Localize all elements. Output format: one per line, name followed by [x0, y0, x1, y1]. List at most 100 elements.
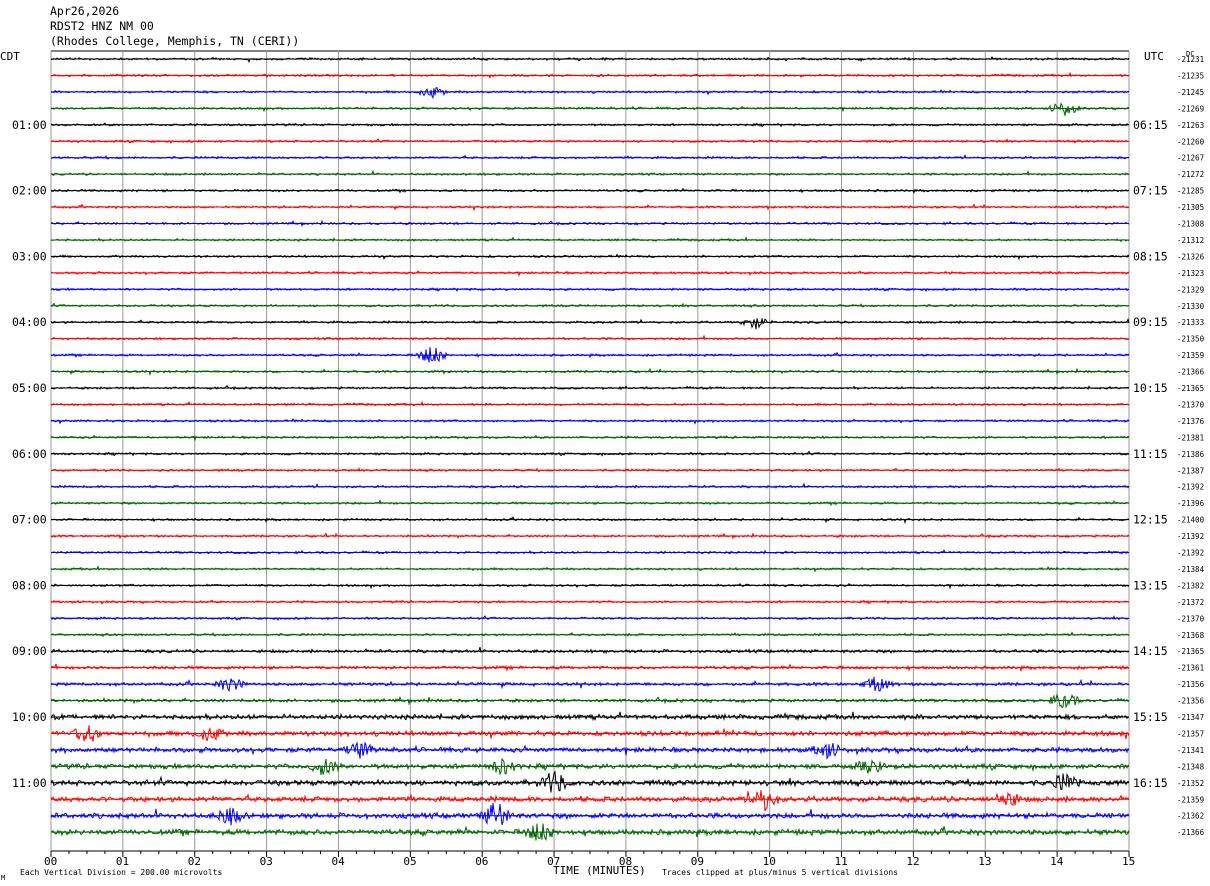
dc-offset-label: -21285 — [1177, 187, 1204, 196]
dc-offset-label: -21376 — [1177, 417, 1205, 426]
dc-offset-label: -21245 — [1177, 88, 1204, 97]
x-tick-label: 05 — [403, 855, 416, 868]
left-axis-label: CDT — [0, 50, 20, 63]
dc-offset-label: -21333 — [1177, 318, 1204, 327]
trace-row — [50, 154, 1130, 160]
dc-offset-label: -21352 — [1177, 779, 1204, 788]
dc-offset-label: -21381 — [1177, 433, 1204, 442]
dc-offset-label: -21341 — [1177, 746, 1204, 755]
scale-note: Each Vertical Division = 200.00 microvol… — [20, 868, 222, 877]
trace-row — [50, 482, 1130, 489]
x-tick-label: 01 — [116, 855, 129, 868]
clip-note: Traces clipped at plus/minus 5 vertical … — [662, 868, 898, 877]
dc-offset-label: -21305 — [1177, 203, 1204, 212]
dc-offset-label: -21382 — [1177, 581, 1204, 590]
dc-offset-label: -21260 — [1177, 137, 1205, 146]
trace-row — [50, 803, 1130, 826]
left-hour-label: 07:00 — [12, 513, 47, 527]
x-tick-label: 10 — [763, 855, 776, 868]
x-tick-label: 02 — [188, 855, 201, 868]
dc-offset-label: -21357 — [1177, 729, 1204, 738]
x-tick-label: 00 — [44, 855, 57, 868]
corner-logo-icon: M — [1, 874, 5, 882]
right-hour-label: 15:15 — [1133, 710, 1168, 724]
dc-offset-label: -21359 — [1177, 795, 1204, 804]
dc-offset-label: -21365 — [1177, 384, 1204, 393]
trace-row — [50, 334, 1129, 341]
dc-offset-label: -21348 — [1177, 762, 1205, 771]
trace-row — [50, 770, 1130, 793]
dc-offset-label: -21267 — [1177, 154, 1204, 163]
traces — [50, 55, 1130, 841]
dc-offset-label: -21386 — [1177, 450, 1205, 459]
dc-offset-label: -21361 — [1177, 664, 1204, 673]
dc-offset-label: -21366 — [1177, 368, 1205, 377]
trace-row — [50, 757, 1130, 776]
x-tick-label: 11 — [835, 855, 848, 868]
dc-offset-label: -21396 — [1177, 499, 1205, 508]
x-tick-label: 08 — [619, 855, 632, 868]
left-hour-label: 10:00 — [12, 710, 47, 724]
dc-offset-label: -21400 — [1177, 516, 1205, 525]
header-date: Apr26,2026 — [50, 4, 120, 18]
x-tick-label: 04 — [331, 855, 345, 868]
x-tick-label: 12 — [906, 855, 919, 868]
dc-offset-label: -21356 — [1177, 697, 1205, 706]
dc-offset-label: -21263 — [1177, 121, 1204, 130]
dc-offset-label: -21362 — [1177, 812, 1204, 821]
dc-offset-label: -21350 — [1177, 335, 1205, 344]
x-tick-label: 15 — [1122, 855, 1135, 868]
dc-offset-label: -21392 — [1177, 549, 1204, 558]
left-hour-label: 02:00 — [12, 184, 47, 198]
x-tick-label: 07 — [547, 855, 560, 868]
right-hour-label: 11:15 — [1133, 447, 1168, 461]
labels: 00 01 02 03 04 05 06 07 08 09 10 11 12 13 14 15 -21231 -2… — [12, 55, 1205, 868]
dc-offset-label: -21269 — [1177, 104, 1204, 113]
trace-row — [50, 789, 1130, 812]
dc-offset-label: -21326 — [1177, 252, 1205, 261]
left-hour-label: 09:00 — [12, 644, 47, 658]
dc-offset-label: -21308 — [1177, 220, 1205, 229]
left-hour-label: 03:00 — [12, 249, 47, 263]
right-hour-label: 07:15 — [1133, 184, 1168, 198]
dc-offset-label: -21329 — [1177, 285, 1204, 294]
trace-row — [51, 549, 1130, 555]
dc-offset-label: -21365 — [1177, 647, 1204, 656]
x-tick-label: 14 — [1050, 855, 1064, 868]
trace-row — [50, 646, 1130, 655]
trace-row — [50, 692, 1130, 709]
dc-offset-label: -21323 — [1177, 269, 1204, 278]
trace-row — [50, 219, 1130, 228]
dc-offset-label: -21384 — [1177, 565, 1205, 574]
dc-offset-label: -21370 — [1177, 614, 1205, 623]
dc-offset-label: -21387 — [1177, 466, 1204, 475]
left-hour-label: 01:00 — [12, 118, 47, 132]
trace-row — [50, 741, 1130, 760]
x-tick-label: 09 — [691, 855, 704, 868]
x-tick-label: 06 — [475, 855, 488, 868]
right-hour-label: 06:15 — [1133, 118, 1168, 132]
left-hour-label: 06:00 — [12, 447, 47, 461]
dc-offset-label: -21312 — [1177, 236, 1204, 245]
dc-label: DC — [1186, 50, 1194, 58]
trace-row — [50, 102, 1130, 116]
dc-offset-label: -21356 — [1177, 680, 1205, 689]
dc-offset-label: -21370 — [1177, 400, 1205, 409]
left-hour-label: 05:00 — [12, 381, 47, 395]
right-hour-label: 14:15 — [1133, 644, 1168, 658]
header-location: (Rhodes College, Memphis, TN (CERI)) — [50, 34, 300, 48]
left-hour-label: 11:00 — [12, 776, 47, 790]
dc-offset-label: -21368 — [1177, 631, 1205, 640]
dc-offset-label: -21347 — [1177, 713, 1204, 722]
dc-offset-label: -21235 — [1177, 71, 1204, 80]
dc-offset-label: -21231 — [1177, 55, 1204, 64]
trace-row — [50, 317, 1130, 330]
x-tick-label: 13 — [978, 855, 991, 868]
x-tick-label: 03 — [260, 855, 273, 868]
dc-offset-label: -21330 — [1177, 302, 1205, 311]
dc-offset-label: -21272 — [1177, 170, 1204, 179]
dc-offset-label: -21372 — [1177, 598, 1204, 607]
right-hour-label: 10:15 — [1133, 381, 1168, 395]
dc-offset-label: -21392 — [1177, 483, 1204, 492]
